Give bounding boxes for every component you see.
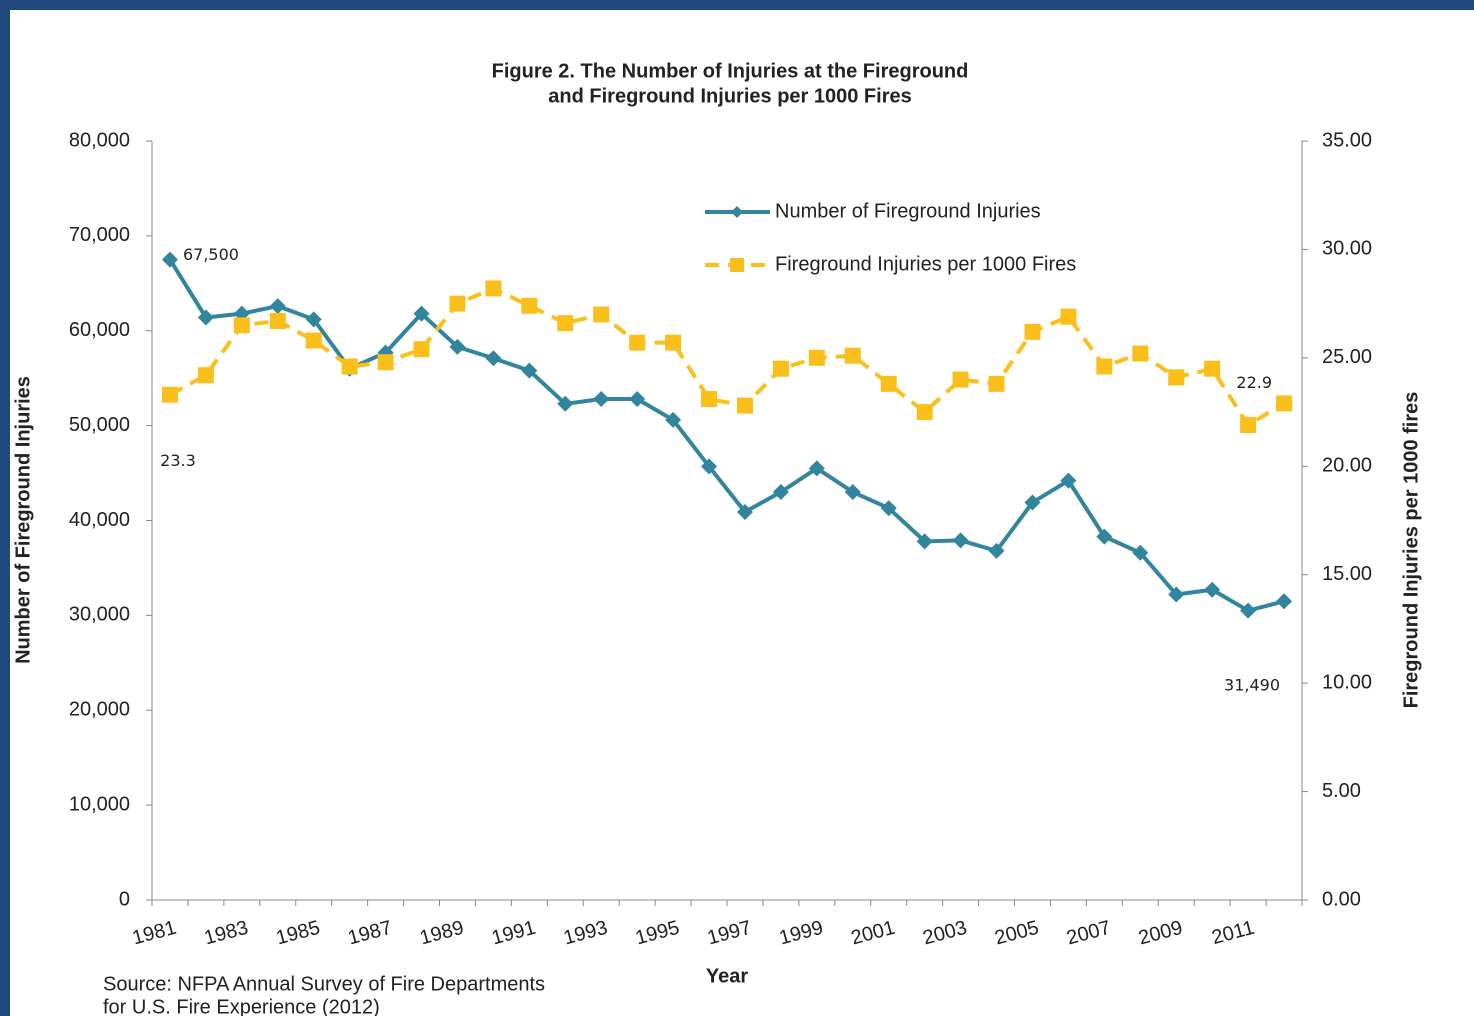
chart-title: and Fireground Injuries per 1000 Fires bbox=[548, 85, 911, 107]
point bbox=[197, 367, 214, 384]
point bbox=[701, 391, 718, 408]
point bbox=[1204, 581, 1221, 598]
point bbox=[485, 350, 502, 367]
y-tick-label: 30,000 bbox=[69, 604, 130, 626]
point bbox=[1132, 345, 1149, 362]
point bbox=[665, 334, 682, 351]
y2-tick-label: 15.00 bbox=[1322, 563, 1372, 585]
point bbox=[844, 484, 861, 501]
point bbox=[772, 484, 789, 501]
point bbox=[844, 347, 861, 364]
point bbox=[736, 503, 753, 520]
y-tick-label: 80,000 bbox=[69, 129, 130, 151]
y-tick-label: 70,000 bbox=[69, 224, 130, 246]
point bbox=[701, 458, 718, 475]
point bbox=[557, 395, 574, 412]
point bbox=[952, 371, 969, 388]
data-label: 67,500 bbox=[183, 245, 239, 264]
y-tick-label: 10,000 bbox=[69, 793, 130, 815]
point bbox=[1168, 586, 1185, 603]
source: Source: NFPA Annual Survey of Fire Depar… bbox=[103, 973, 545, 995]
y2-tick-label: 30.00 bbox=[1322, 238, 1372, 260]
data-label: 23.3 bbox=[160, 451, 196, 470]
point bbox=[1096, 358, 1113, 375]
point bbox=[629, 391, 646, 408]
y2-tick-label: 5.00 bbox=[1322, 780, 1361, 802]
legend-marker bbox=[730, 258, 744, 272]
point bbox=[629, 334, 646, 351]
point bbox=[916, 404, 933, 421]
point bbox=[1024, 323, 1041, 340]
point bbox=[305, 311, 322, 328]
source: for U.S. Fire Experience (2012) bbox=[103, 996, 380, 1016]
point bbox=[557, 315, 574, 332]
point bbox=[880, 500, 897, 517]
point bbox=[449, 295, 466, 312]
point bbox=[161, 386, 178, 403]
series-line bbox=[169, 286, 1286, 428]
y-tick-label: 20,000 bbox=[69, 699, 130, 721]
point bbox=[1132, 544, 1149, 561]
point bbox=[521, 362, 538, 379]
point bbox=[1060, 472, 1077, 489]
y-tick-label: 0 bbox=[119, 888, 130, 910]
point bbox=[413, 305, 430, 322]
point bbox=[880, 375, 897, 392]
point bbox=[772, 360, 789, 377]
point bbox=[197, 309, 214, 326]
point bbox=[1240, 417, 1257, 434]
point bbox=[593, 306, 610, 323]
y-tick-label: 50,000 bbox=[69, 414, 130, 436]
legend-label: Number of Fireground Injuries bbox=[775, 200, 1041, 222]
point bbox=[161, 251, 178, 268]
point bbox=[1168, 369, 1185, 386]
point bbox=[808, 349, 825, 366]
point bbox=[593, 391, 610, 408]
point bbox=[988, 542, 1005, 559]
legend-label: Fireground Injuries per 1000 Fires bbox=[775, 253, 1076, 275]
y2-axis-label: Fireground Injuries per 1000 fires bbox=[1400, 392, 1422, 709]
y2-tick-label: 20.00 bbox=[1322, 455, 1372, 477]
point bbox=[485, 280, 502, 297]
point bbox=[665, 411, 682, 428]
point bbox=[521, 297, 538, 314]
point bbox=[341, 358, 358, 375]
point bbox=[269, 312, 286, 329]
point bbox=[377, 354, 394, 371]
point bbox=[916, 533, 933, 550]
point bbox=[233, 317, 250, 334]
y-tick-label: 40,000 bbox=[69, 509, 130, 531]
point bbox=[449, 338, 466, 355]
x-axis-label: Year bbox=[706, 965, 748, 987]
chart-title: Figure 2. The Number of Injuries at the … bbox=[492, 60, 969, 82]
point bbox=[413, 341, 430, 358]
point bbox=[1096, 528, 1113, 545]
y-tick-label: 60,000 bbox=[69, 319, 130, 341]
data-label: 22.9 bbox=[1236, 373, 1272, 392]
data-label: 31,490 bbox=[1224, 676, 1280, 695]
point bbox=[305, 332, 322, 349]
point bbox=[1204, 360, 1221, 377]
y2-tick-label: 0.00 bbox=[1322, 888, 1361, 910]
y2-tick-label: 35.00 bbox=[1322, 129, 1372, 151]
point bbox=[1276, 593, 1293, 610]
point bbox=[1024, 494, 1041, 511]
point bbox=[736, 397, 753, 414]
y2-tick-label: 10.00 bbox=[1322, 671, 1372, 693]
point bbox=[1276, 395, 1293, 412]
legend-marker bbox=[731, 206, 743, 218]
y2-tick-label: 25.00 bbox=[1322, 346, 1372, 368]
point bbox=[1060, 308, 1077, 325]
point bbox=[988, 375, 1005, 392]
point bbox=[269, 298, 286, 315]
y-axis-label: Number of Fireground Injuries bbox=[12, 376, 34, 664]
point bbox=[808, 460, 825, 477]
point bbox=[952, 532, 969, 549]
point bbox=[1240, 602, 1257, 619]
